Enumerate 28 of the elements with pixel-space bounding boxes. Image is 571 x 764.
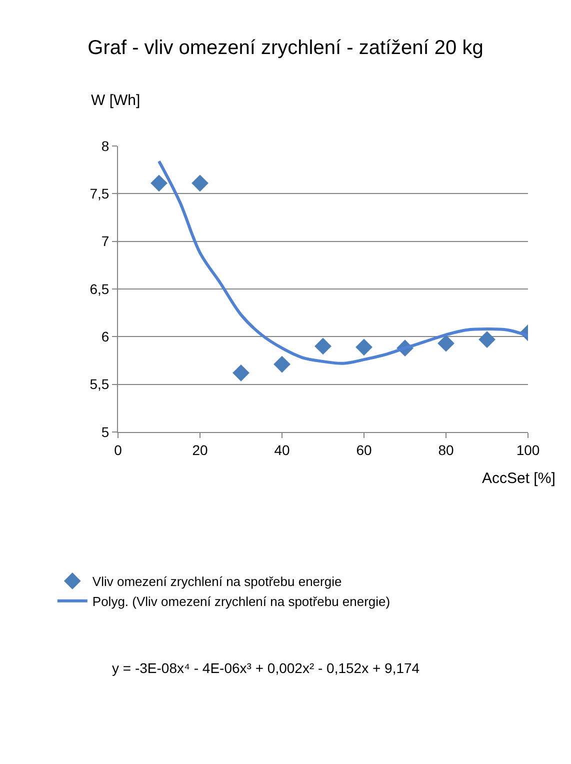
y-tick-label: 7,5 bbox=[90, 186, 110, 202]
x-tick-label: 40 bbox=[274, 442, 290, 458]
point bbox=[232, 364, 250, 382]
point bbox=[438, 334, 454, 352]
x-axis-title: AccSet [%] bbox=[482, 470, 556, 487]
legend-label: Vliv omezení zrychlení na spotřebu energie bbox=[92, 574, 342, 590]
y-tick-label: 5,5 bbox=[90, 376, 110, 392]
x-tick-label: 20 bbox=[192, 442, 208, 458]
point bbox=[274, 356, 290, 373]
line-series bbox=[158, 160, 528, 365]
y-tick-label: 6,5 bbox=[90, 280, 110, 297]
x-tick-label: 80 bbox=[438, 442, 454, 458]
point bbox=[192, 174, 208, 192]
y-tick-label: 7 bbox=[101, 233, 110, 250]
y-tick-label: 6 bbox=[101, 328, 110, 345]
point bbox=[478, 331, 496, 348]
text: y = -3E-08x⁴ - 4E-06x³ + 0,002x² - 0,152x + 9,174 bbox=[112, 660, 420, 676]
point bbox=[356, 338, 372, 356]
legend-label: Polyg. (Vliv omezení zrychlení na spotřebu energie) bbox=[92, 594, 390, 609]
y-tick-label: 5 bbox=[101, 424, 110, 440]
chart-title: Graf - vliv omezení zrychlení - zatížení 20 kg bbox=[88, 37, 484, 59]
x-tick-label: 100 bbox=[516, 442, 540, 458]
x-tick-label: 0 bbox=[114, 442, 122, 458]
point bbox=[150, 174, 168, 192]
y-axis-title: W [Wh] bbox=[91, 92, 140, 109]
point bbox=[314, 338, 332, 355]
x-tick-label: 60 bbox=[356, 442, 372, 458]
y-tick-label: 8 bbox=[101, 138, 110, 154]
